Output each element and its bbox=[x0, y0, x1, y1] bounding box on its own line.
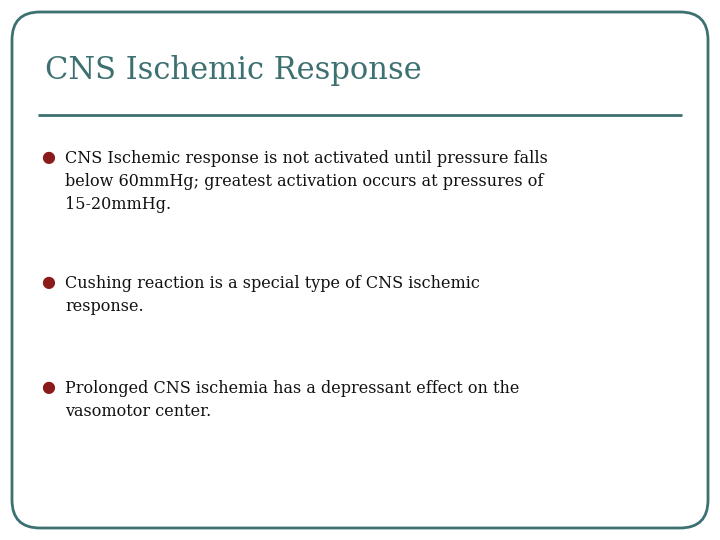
Text: ●: ● bbox=[41, 380, 55, 395]
Text: Prolonged CNS ischemia has a depressant effect on the
vasomotor center.: Prolonged CNS ischemia has a depressant … bbox=[65, 380, 519, 420]
Text: ●: ● bbox=[41, 275, 55, 290]
Text: Cushing reaction is a special type of CNS ischemic
response.: Cushing reaction is a special type of CN… bbox=[65, 275, 480, 315]
Text: CNS Ischemic Response: CNS Ischemic Response bbox=[45, 55, 422, 85]
Text: CNS Ischemic response is not activated until pressure falls
below 60mmHg; greate: CNS Ischemic response is not activated u… bbox=[65, 150, 548, 213]
FancyBboxPatch shape bbox=[12, 12, 708, 528]
Text: ●: ● bbox=[41, 150, 55, 165]
